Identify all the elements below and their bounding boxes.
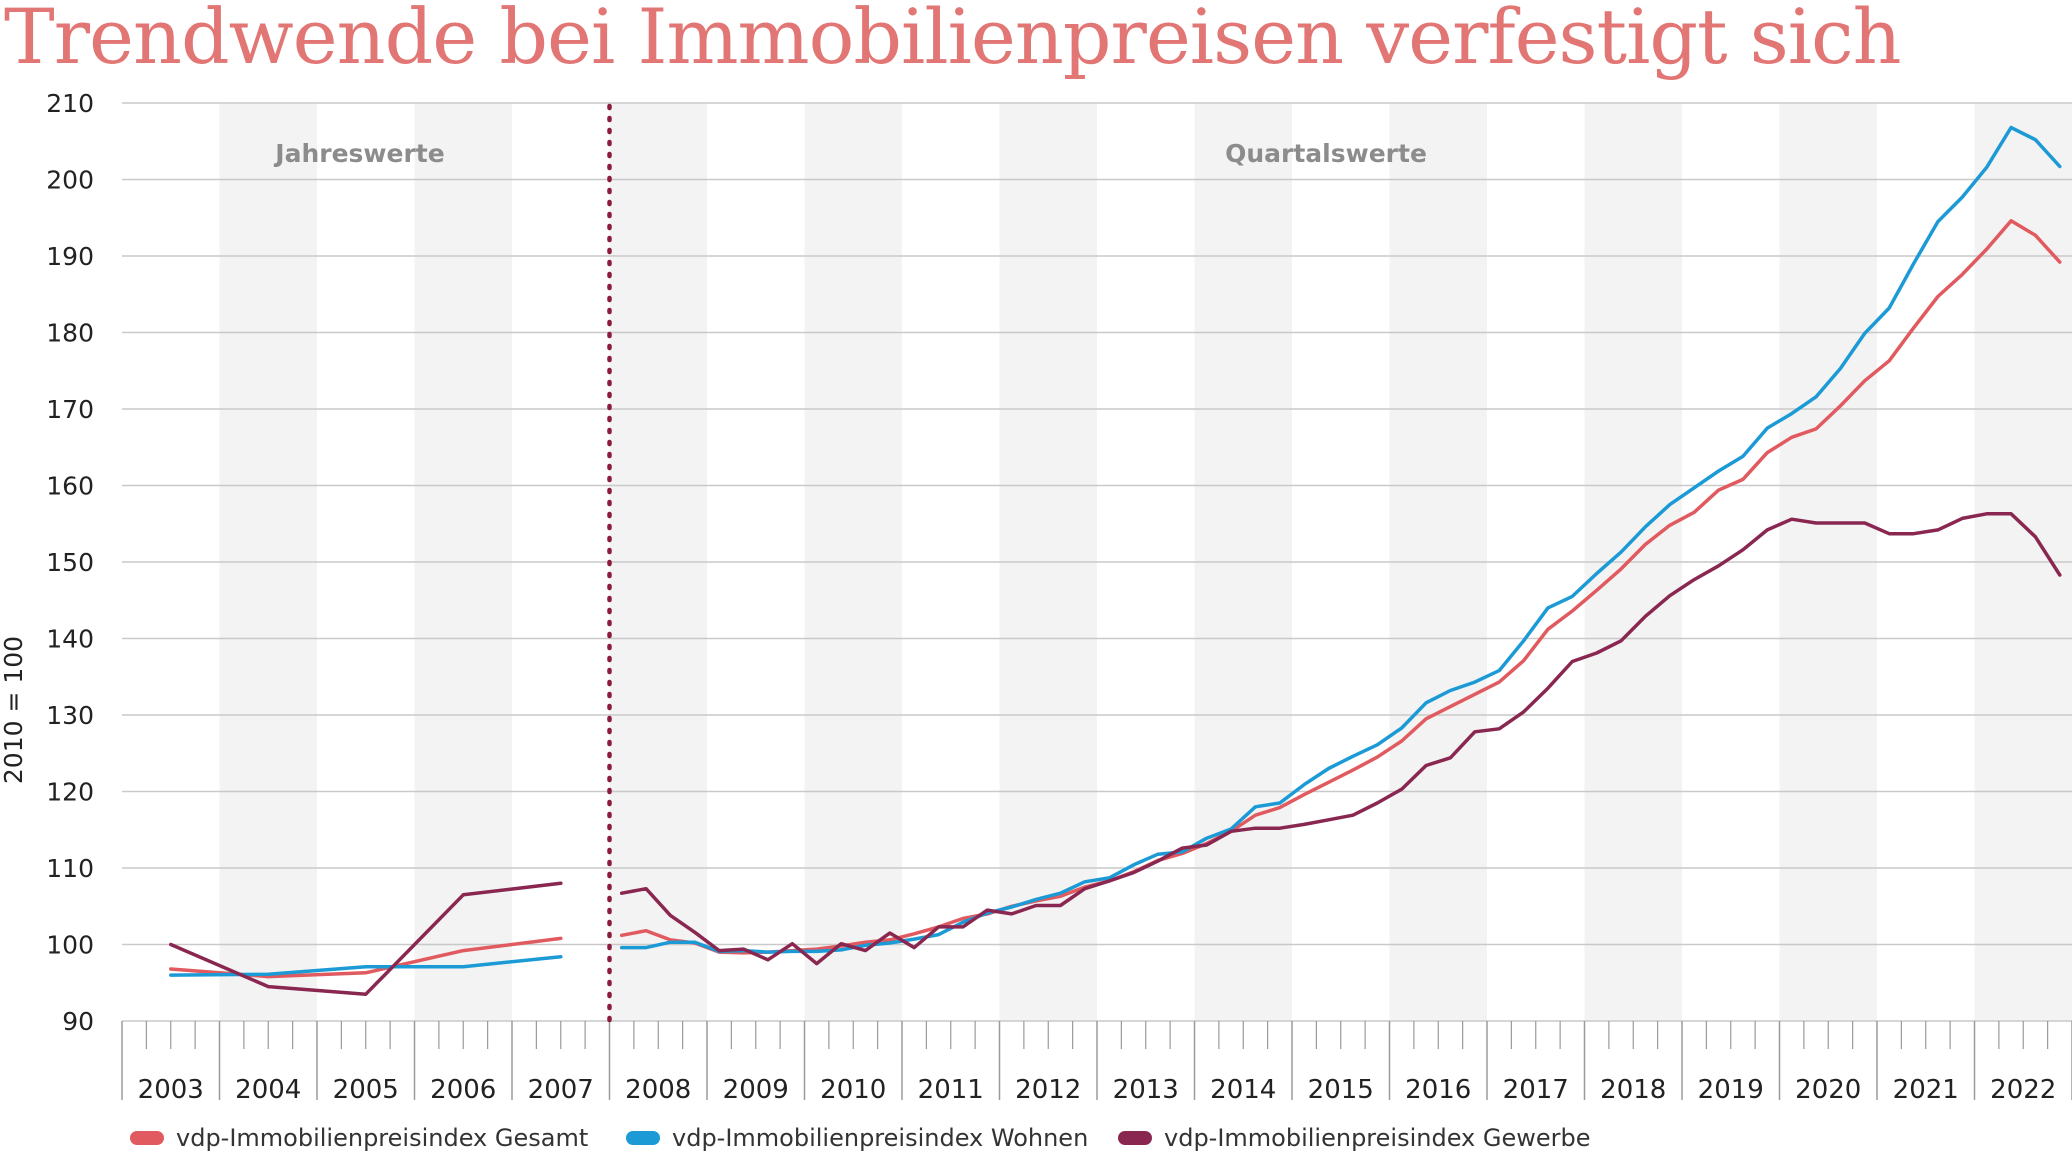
y-tick-label: 200 — [46, 166, 94, 195]
series-line-gewerbe-quarterly — [619, 512, 2062, 966]
x-tick-label: 2010 — [820, 1075, 886, 1105]
legend-item-gewerbe: vdp-Immobilienpreisindex Gewerbe — [1118, 1118, 1591, 1158]
x-tick-label: 2018 — [1600, 1075, 1666, 1105]
x-tick-label: 2006 — [430, 1075, 496, 1105]
series-line-wohnen-quarterly — [619, 125, 2062, 954]
legend-item-wohnen: vdp-Immobilienpreisindex Wohnen — [626, 1118, 1088, 1158]
legend-label-gewerbe: vdp-Immobilienpreisindex Gewerbe — [1164, 1124, 1591, 1152]
y-tick-label: 160 — [46, 472, 94, 501]
x-axis-labels: 2003 2004 2005 2006 2007 2008 2009 2010 2011 2012… — [138, 1075, 2057, 1105]
x-tick-label: 2008 — [625, 1075, 691, 1105]
annotation-quarterly: Quartalswerte — [1225, 139, 1427, 168]
y-tick-label: 100 — [46, 931, 94, 960]
legend-label-gesamt: vdp-Immobilienpreisindex Gesamt — [176, 1124, 589, 1152]
x-tick-label: 2003 — [138, 1075, 204, 1105]
legend-swatch-gewerbe — [1118, 1131, 1152, 1145]
y-tick-label: 190 — [46, 242, 94, 271]
y-tick-label: 210 — [46, 89, 94, 118]
x-tick-label: 2004 — [235, 1075, 301, 1105]
x-tick-label: 2012 — [1015, 1075, 1081, 1105]
legend-label-wohnen: vdp-Immobilienpreisindex Wohnen — [672, 1124, 1089, 1152]
y-tick-label: 130 — [46, 701, 94, 730]
series-line-gewerbe-annual — [169, 881, 563, 996]
series-line-wohnen-annual — [169, 954, 563, 977]
y-tick-label: 170 — [46, 395, 94, 424]
x-tick-label: 2017 — [1503, 1075, 1569, 1105]
x-tick-label: 2011 — [918, 1075, 984, 1105]
y-tick-label: 140 — [46, 625, 94, 654]
x-tick-label: 2020 — [1795, 1075, 1861, 1105]
y-tick-label: 90 — [62, 1007, 94, 1036]
annotations: Jahreswerte Quartalswerte — [273, 139, 1427, 168]
line-chart: 90 100 110 120 130 140 150 160 170 180 190 200 210 2… — [0, 89, 2072, 1105]
x-tick-label: 2007 — [528, 1075, 594, 1105]
series-lines — [169, 125, 2062, 996]
series-line-gesamt-quarterly — [619, 219, 2062, 955]
y-tick-label: 180 — [46, 319, 94, 348]
x-tick-label: 2013 — [1113, 1075, 1179, 1105]
chart-title: Trendwende bei Immobilienpreisen verfest… — [4, 0, 1902, 81]
x-tick-label: 2022 — [1990, 1075, 2056, 1105]
y-tick-label: 150 — [46, 548, 94, 577]
x-tick-label: 2005 — [333, 1075, 399, 1105]
x-axis — [121, 1021, 2072, 1100]
x-tick-label: 2014 — [1210, 1075, 1276, 1105]
annotation-annual: Jahreswerte — [273, 139, 444, 168]
x-tick-label: 2019 — [1698, 1075, 1764, 1105]
legend-item-gesamt: vdp-Immobilienpreisindex Gesamt — [130, 1118, 588, 1158]
y-axis-labels: 90 100 110 120 130 140 150 160 170 180 190 200 210 — [46, 89, 94, 1036]
y-tick-label: 110 — [46, 854, 94, 883]
y-tick-label: 120 — [46, 778, 94, 807]
x-tick-label: 2016 — [1405, 1075, 1471, 1105]
x-tick-label: 2021 — [1893, 1075, 1959, 1105]
x-tick-label: 2015 — [1308, 1075, 1374, 1105]
y-axis-title: 2010 = 100 — [0, 636, 28, 784]
x-tick-label: 2009 — [723, 1075, 789, 1105]
legend-swatch-wohnen — [626, 1131, 660, 1145]
legend-swatch-gesamt — [130, 1131, 164, 1145]
